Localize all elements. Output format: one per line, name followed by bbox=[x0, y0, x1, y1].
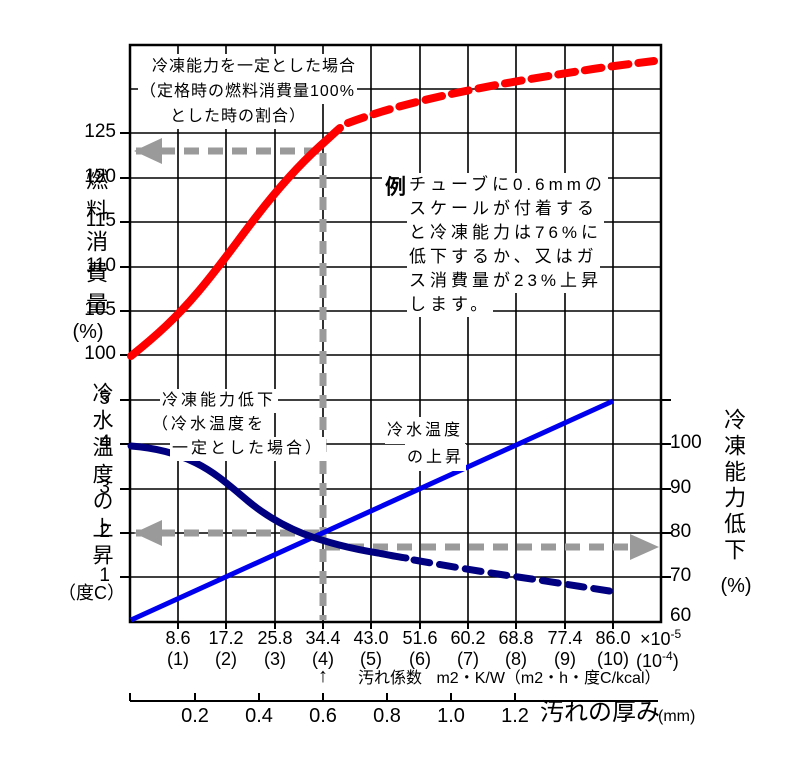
thickness-tick-08: 0.8 bbox=[373, 705, 401, 727]
example-guide-lines bbox=[136, 147, 645, 620]
temp-tick-5: 5 bbox=[99, 388, 110, 409]
fouling-alt-scale-label: (10-4) bbox=[636, 649, 679, 671]
fouling-value-2: 17.2 bbox=[208, 628, 244, 648]
example-line6: します。 bbox=[407, 293, 494, 317]
thickness-axis bbox=[129, 693, 658, 702]
fouling-value-1: 8.6 bbox=[165, 628, 191, 648]
right-arrow-capacity-icon bbox=[630, 534, 659, 560]
left-arrow-temp-icon bbox=[134, 520, 162, 546]
fuel-tick-110: 110 bbox=[85, 255, 116, 276]
fuel-axis-unit: (%) bbox=[72, 321, 104, 343]
temp-note-line2: の上昇 bbox=[405, 444, 467, 471]
fuel-tick-115: 115 bbox=[85, 210, 116, 231]
example-text: チューブに0.6mmの スケールが付着する と冷凍能力は76%に 低下するか、又… bbox=[407, 173, 608, 317]
fouling-value-3: 25.8 bbox=[257, 628, 293, 648]
capacity-tick-80: 80 bbox=[670, 521, 692, 542]
fouling-index-9: (9) bbox=[554, 649, 576, 669]
capacity-dashed bbox=[410, 556, 620, 596]
fouling-scale-label: ×10-5 bbox=[640, 627, 682, 649]
example-label: 例 bbox=[382, 176, 409, 201]
example-line1: チューブに0.6mmの bbox=[407, 173, 608, 197]
fouling-index-2: (2) bbox=[215, 649, 237, 669]
temp-tick-2: 2 bbox=[99, 521, 110, 542]
capacity-drop-curve bbox=[127, 442, 620, 596]
fouling-axis-label: 汚れ係数 m2・K/W（m2・h・度C/kcal） bbox=[358, 670, 661, 688]
fuel-tick-125: 125 bbox=[84, 121, 116, 142]
fuel-dashed bbox=[344, 57, 658, 127]
example-line2: スケールが付着する bbox=[407, 197, 600, 221]
fuel-consumption-curve bbox=[127, 57, 658, 360]
example-line3: と冷凍能力は76%に bbox=[407, 221, 605, 245]
fouling-value-9: 77.4 bbox=[547, 628, 583, 648]
fuel-tick-120: 120 bbox=[84, 166, 116, 187]
capacity-axis-title: 冷凍能力低下 bbox=[721, 408, 747, 564]
fuel-tick-100: 100 bbox=[84, 343, 116, 364]
fouling-index-6: (6) bbox=[409, 649, 431, 669]
thickness-tick-04: 0.4 bbox=[245, 705, 273, 727]
temp-tick-3: 3 bbox=[99, 477, 110, 498]
capacity-tick-100: 100 bbox=[670, 432, 702, 453]
capacity-curve-note: 冷凍能力低下 （冷水温度を 一定とした場合） bbox=[150, 389, 327, 461]
capacity-axis-unit: (%) bbox=[720, 575, 752, 597]
axis-ticks bbox=[120, 132, 671, 629]
capacity-note-line3: 一定とした場合） bbox=[170, 437, 327, 461]
capacity-solid bbox=[127, 442, 410, 562]
fuel-note-line1: 冷凍能力を一定とした場合 bbox=[150, 54, 359, 79]
fouling-value-4: 34.4 bbox=[305, 628, 341, 648]
fuel-note-line3: とした時の割合） bbox=[168, 104, 309, 129]
temp-tick-1: 1 bbox=[99, 565, 110, 586]
guide-arrowheads bbox=[134, 138, 659, 560]
fouling-axis-name: 汚れ係数 bbox=[358, 670, 423, 687]
fouling-axis-units: m2・K/W（m2・h・度C/kcal） bbox=[436, 670, 661, 687]
thickness-tick-02: 0.2 bbox=[181, 705, 209, 727]
capacity-note-line2: （冷水温度を bbox=[150, 413, 269, 437]
capacity-tick-90: 90 bbox=[670, 477, 692, 498]
thickness-tick-12: 1.2 bbox=[501, 705, 529, 727]
capacity-tick-70: 70 bbox=[670, 565, 692, 586]
temp-tick-4: 4 bbox=[99, 432, 110, 453]
fuel-note-line2: （定格時の燃料消費量100% bbox=[138, 79, 357, 104]
thickness-axis-unit: (mm) bbox=[658, 708, 696, 725]
capacity-note-line1: 冷凍能力低下 bbox=[160, 389, 279, 413]
fouling-index-10: (10) bbox=[596, 649, 629, 669]
thickness-tick-10: 1.0 bbox=[437, 705, 465, 727]
temp-axis-title: 冷水温度の上昇 bbox=[90, 382, 114, 571]
fouling-index-3: (3) bbox=[264, 649, 286, 669]
fouling-value-8: 68.8 bbox=[498, 628, 534, 648]
up-arrow-icon: ↑ bbox=[318, 665, 328, 687]
example-line5: ス消費量が23%上昇 bbox=[407, 269, 605, 293]
capacity-tick-60: 60 bbox=[670, 605, 692, 626]
fouling-index-5: (5) bbox=[360, 649, 382, 669]
temp-rise-line bbox=[129, 398, 615, 623]
fouling-index-8: (8) bbox=[505, 649, 527, 669]
left-arrow-fuel-icon bbox=[134, 138, 162, 164]
fouling-value-7: 60.2 bbox=[450, 628, 486, 648]
fouling-index-4: (4) bbox=[312, 649, 334, 669]
fuel-curve-note: 冷凍能力を一定とした場合 （定格時の燃料消費量100% とした時の割合） bbox=[138, 54, 359, 129]
temp-axis-unit: （度C） bbox=[58, 583, 125, 603]
plot-border bbox=[128, 43, 663, 624]
temp-line-note: 冷水温度 の上昇 bbox=[377, 417, 467, 471]
thickness-axis-title: 汚れの厚み bbox=[540, 699, 660, 726]
fouling-value-10: 86.0 bbox=[595, 628, 631, 648]
temp-note-line1: 冷水温度 bbox=[385, 417, 466, 444]
thickness-tick-06: 0.6 bbox=[309, 705, 337, 727]
fouling-value-6: 51.6 bbox=[402, 628, 438, 648]
fouling-index-7: (7) bbox=[457, 649, 479, 669]
fouling-index-1: (1) bbox=[167, 649, 189, 669]
fouling-value-5: 43.0 bbox=[353, 628, 389, 648]
fuel-axis-title: 燃料消費量 bbox=[83, 168, 109, 323]
example-line4: 低下するか、又はガ bbox=[407, 245, 600, 269]
fuel-tick-105: 105 bbox=[84, 299, 116, 320]
fuel-solid bbox=[127, 124, 344, 360]
